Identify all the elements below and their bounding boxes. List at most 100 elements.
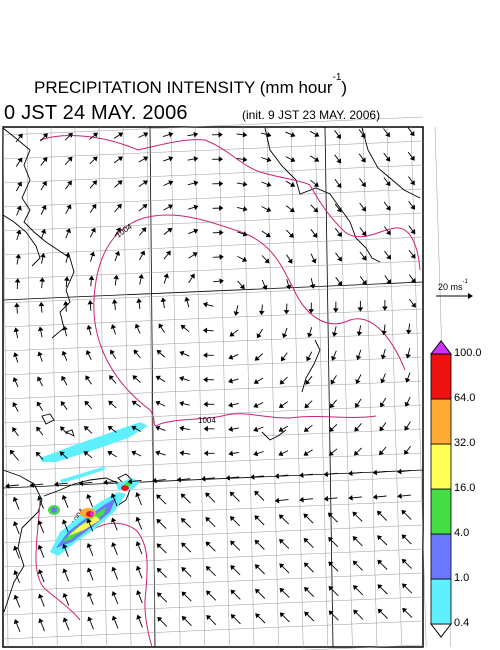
- wind-arrowhead: [380, 378, 386, 384]
- wind-arrowhead: [113, 274, 119, 280]
- wind-arrow: [404, 585, 413, 594]
- wind-arrowhead: [303, 450, 309, 456]
- wind-arrow: [14, 429, 19, 437]
- wind-arrow: [106, 480, 117, 483]
- isobar-contours: [35, 135, 421, 648]
- colorbar-tick-label: 4.0: [454, 527, 470, 539]
- wind-arrow: [114, 278, 117, 286]
- wind-arrow: [111, 352, 117, 360]
- wind-arrow: [137, 544, 143, 555]
- wind-arrowhead: [38, 618, 44, 624]
- wind-arrowhead: [203, 376, 208, 383]
- wind-arrowhead: [385, 205, 391, 211]
- wind-arrow: [64, 522, 69, 533]
- wind-arrowhead: [228, 426, 233, 432]
- wind-arrow: [38, 429, 44, 436]
- wind-arrowhead: [405, 329, 412, 335]
- wind-arrowhead: [230, 565, 236, 571]
- colorbar-tick-label: 64.0: [454, 392, 476, 404]
- wind-arrowhead: [280, 356, 286, 362]
- wind-arrow: [359, 251, 365, 258]
- wind-arrowhead: [64, 252, 71, 258]
- wind-arrowhead: [135, 565, 142, 571]
- wind-arrow: [401, 494, 412, 497]
- wind-arrowhead: [92, 180, 98, 186]
- wind-arrowhead: [67, 180, 72, 186]
- wind-arrowhead: [114, 250, 121, 256]
- wind-arrowhead: [111, 591, 117, 597]
- wind-arrowhead: [336, 207, 342, 213]
- wind-arrow: [376, 471, 387, 473]
- wind-arrowhead: [353, 450, 359, 456]
- wind-arrow: [110, 427, 117, 433]
- wind-arrow: [357, 374, 362, 381]
- wind-arrow: [183, 520, 192, 529]
- wind-arrow: [160, 326, 165, 333]
- wind-arrow: [355, 563, 363, 571]
- wind-arrow: [163, 229, 170, 235]
- wind-arrowhead: [155, 375, 161, 381]
- wind-arrowhead: [12, 496, 19, 502]
- wind-arrow: [134, 402, 141, 408]
- wind-arrowhead: [372, 494, 378, 500]
- wind-arrow: [40, 135, 46, 142]
- wind-arrowhead: [265, 232, 271, 238]
- wind-arrowhead: [242, 156, 248, 163]
- wind-arrowhead: [189, 273, 195, 279]
- wind-arrow: [333, 350, 337, 358]
- wind-arrow: [114, 182, 120, 188]
- wind-arrow: [114, 230, 119, 237]
- wind-arrowhead: [156, 494, 162, 500]
- wind-arrow: [330, 539, 339, 548]
- wind-arrow: [305, 515, 314, 524]
- wind-arrow: [327, 497, 338, 500]
- wind-arrowhead: [254, 490, 260, 496]
- wind-arrow: [40, 330, 43, 338]
- colorbar-bin: [430, 488, 452, 535]
- wind-arrow: [256, 402, 264, 406]
- wind-arrowhead: [85, 350, 92, 356]
- wind-arrowhead: [336, 133, 341, 139]
- wind-arrowhead: [410, 204, 416, 210]
- wind-arrow: [163, 158, 170, 162]
- wind-arrow: [380, 611, 388, 619]
- wind-arrow: [89, 158, 96, 165]
- wind-scale-label: 20 ms-1: [438, 279, 468, 292]
- wind-arrow: [188, 254, 195, 259]
- wind-arrow: [138, 182, 145, 187]
- wind-arrowhead: [331, 332, 338, 337]
- wind-arrowhead: [239, 284, 245, 290]
- wind-arrowhead: [330, 379, 336, 385]
- wind-arrowhead: [86, 542, 92, 548]
- wind-arrow: [354, 514, 363, 522]
- wind-arrowhead: [255, 613, 261, 619]
- wind-arrowhead: [41, 180, 47, 187]
- wind-arrowhead: [181, 542, 187, 548]
- wind-arrow: [40, 305, 43, 313]
- wind-arrowhead: [134, 323, 141, 329]
- wind-arrowhead: [180, 324, 186, 330]
- wind-arrow: [213, 280, 221, 283]
- wind-arrow: [204, 477, 215, 480]
- wind-arrow: [282, 352, 288, 359]
- wind-arrowhead: [62, 519, 68, 525]
- wind-arrow: [381, 446, 387, 453]
- wind-arrowhead: [192, 252, 198, 258]
- wind-arrow: [82, 481, 93, 484]
- wind-arrowhead: [13, 619, 20, 625]
- wind-arrow: [112, 327, 117, 335]
- wind-arrowhead: [37, 520, 43, 526]
- wind-arrowhead: [61, 350, 67, 356]
- wind-arrowhead: [142, 203, 148, 209]
- wind-arrowhead: [14, 278, 21, 283]
- wind-arrow: [63, 498, 69, 508]
- wind-arrow: [355, 538, 363, 547]
- wind-arrowhead: [136, 614, 142, 620]
- wind-arrowhead: [379, 450, 384, 456]
- wind-arrowhead: [37, 495, 43, 501]
- wind-arrowhead: [127, 478, 133, 485]
- wind-arrowhead: [303, 562, 309, 568]
- wind-arrow: [38, 404, 44, 411]
- wind-arrowhead: [132, 375, 138, 381]
- wind-arrow: [208, 568, 216, 577]
